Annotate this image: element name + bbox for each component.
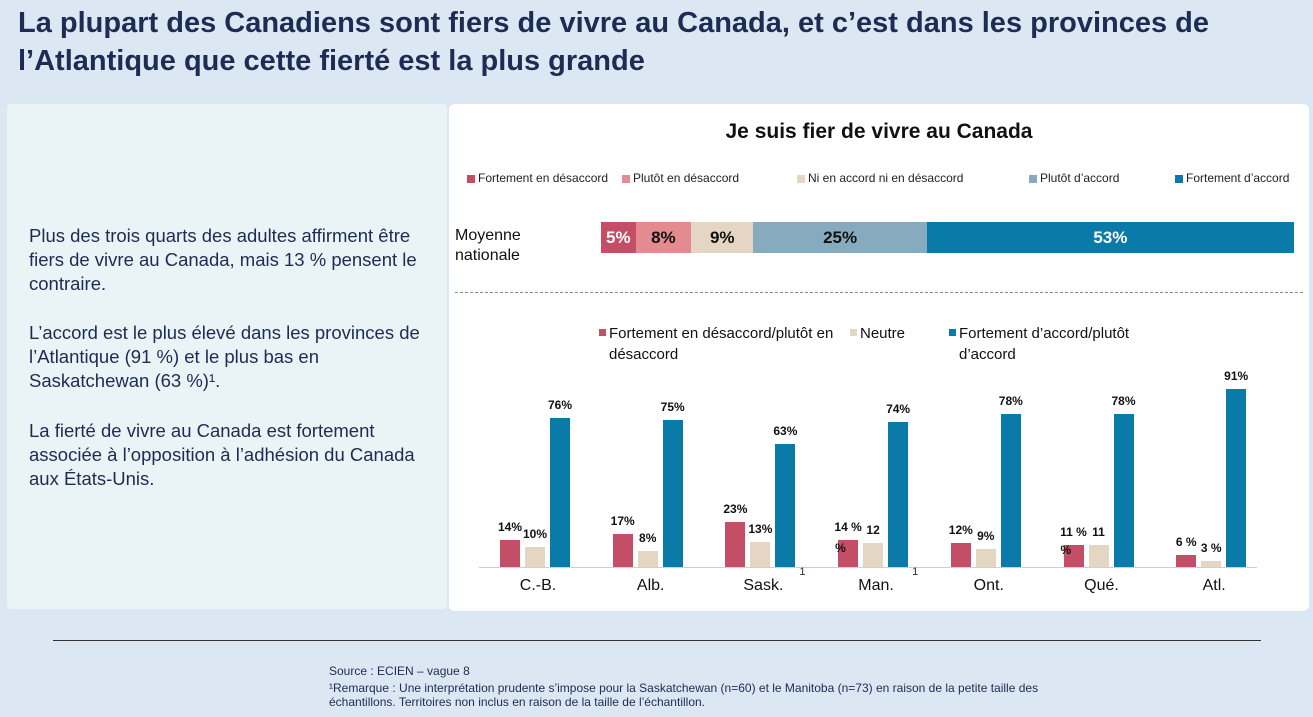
stacked-segment: 25% <box>753 222 927 253</box>
data-label: 12 <box>866 523 880 538</box>
bar <box>1088 545 1109 567</box>
legend-item: Plutôt d’accord <box>1029 171 1119 185</box>
legend-label: Fortement en désaccord/plutôt en désacco… <box>609 325 834 363</box>
legend-label: Fortement en désaccord <box>478 171 609 185</box>
legend-item: Neutre <box>850 323 950 344</box>
legend-label: Neutre <box>860 325 906 342</box>
x-axis <box>479 567 1257 568</box>
bar <box>975 549 996 567</box>
data-label: 75% <box>660 400 685 414</box>
data-label: 91% <box>1224 368 1249 383</box>
bar <box>863 543 884 567</box>
source-text: Source : ECIEN – vague 8 <box>329 664 470 678</box>
page-title: La plupart des Canadiens sont fiers de v… <box>18 7 1210 77</box>
category-label: C.-B. <box>519 577 557 594</box>
bar <box>500 539 520 567</box>
note-text: ¹Remarque : Une interprétation prudente … <box>329 681 1039 709</box>
legend-swatch <box>599 329 606 336</box>
stacked-segment: 9% <box>691 222 754 253</box>
legend-swatch <box>467 175 475 183</box>
summary-paragraph: La fierté de vivre au Canada est forteme… <box>29 420 415 489</box>
data-label: 8% <box>639 531 657 546</box>
chart-panel: Je suis fier de vivre au Canada Moyenne … <box>449 104 1309 611</box>
legend-item: Ni en accord ni en désaccord <box>797 171 963 185</box>
legend-swatch <box>797 175 805 183</box>
legend-swatch <box>1029 175 1037 183</box>
data-label: 17% <box>610 513 635 528</box>
summary-paragraph: L’accord est le plus élevé dans les prov… <box>29 322 420 391</box>
bar <box>1176 555 1197 567</box>
category-label: Sask. <box>743 577 784 594</box>
divider <box>455 292 1303 293</box>
data-label-wrap: % <box>835 541 846 556</box>
bar <box>1063 545 1084 567</box>
row-label: Moyenne nationale <box>455 227 521 264</box>
data-label: 74% <box>886 401 911 416</box>
summary-paragraph: Plus des trois quarts des adultes affirm… <box>29 225 417 294</box>
legend-label: Fortement d’accord/plutôt d’accord <box>959 325 1130 363</box>
legend-item: Fortement en désaccord <box>467 171 608 185</box>
data-label: 14% <box>497 519 523 534</box>
data-label: 78% <box>1111 394 1136 409</box>
bar <box>525 547 545 567</box>
legend-item: Fortement d’accord <box>1175 171 1289 185</box>
legend-label: Plutôt d’accord <box>1040 171 1120 185</box>
bar <box>775 443 796 567</box>
data-label: 12% <box>948 523 973 538</box>
legend-swatch <box>949 329 956 336</box>
legend-label: Fortement d’accord <box>1186 171 1290 185</box>
category-label: Ont. <box>973 577 1004 594</box>
data-label: 3 % <box>1200 541 1222 556</box>
bar <box>1000 414 1021 567</box>
chart-title: Je suis fier de vivre au Canada <box>725 120 1033 143</box>
footer-rule <box>53 640 1261 641</box>
summary-panel: Plus des trois quarts des adultes affirm… <box>7 104 447 609</box>
legend-swatch <box>622 175 630 183</box>
bar <box>612 533 633 567</box>
bar <box>725 521 746 567</box>
legend-item: Plutôt en désaccord <box>622 171 739 185</box>
legend-label: Plutôt en désaccord <box>633 171 740 185</box>
footnote-marker: 1 <box>799 566 806 578</box>
data-label: 11 <box>1092 525 1105 540</box>
stacked-segment: 8% <box>635 222 692 253</box>
data-label: 9% <box>977 529 995 544</box>
data-label: 6 % <box>1175 535 1197 550</box>
data-label-wrap: % <box>1060 543 1072 558</box>
legend-swatch <box>850 329 857 336</box>
data-label: 13% <box>748 521 773 536</box>
category-label: Man. <box>858 577 894 594</box>
data-label: 76% <box>547 398 573 413</box>
bar <box>750 541 771 567</box>
footnote-marker: 1 <box>912 566 919 578</box>
category-label: Qué. <box>1084 577 1119 594</box>
bar <box>637 551 658 567</box>
bar <box>1226 388 1247 567</box>
data-label: 78% <box>998 394 1023 409</box>
legend-item: Fortement d’accord/plutôt d’accord <box>949 323 1159 365</box>
bar <box>1201 561 1222 567</box>
stacked-bar: 5% 8% 9% 25% 53% <box>601 222 1294 253</box>
bar <box>950 543 971 567</box>
legend-item: Fortement en désaccord/plutôt en désacco… <box>599 323 839 365</box>
data-label: 23% <box>723 501 748 516</box>
category-label: Alb. <box>636 577 665 594</box>
data-label: 10% <box>522 527 548 542</box>
bar <box>838 539 859 567</box>
bar <box>888 421 909 567</box>
stacked-segment: 5% <box>601 222 636 253</box>
data-label: 14 % <box>834 519 862 534</box>
category-label: Atl. <box>1202 577 1226 594</box>
bar <box>662 420 683 567</box>
legend-swatch <box>1175 175 1183 183</box>
bar <box>1113 414 1134 567</box>
stacked-segment: 53% <box>926 222 1294 253</box>
data-label: 11 % <box>1060 525 1087 540</box>
bar <box>550 418 570 567</box>
legend-label: Ni en accord ni en désaccord <box>808 171 964 185</box>
data-label: 63% <box>773 423 798 438</box>
